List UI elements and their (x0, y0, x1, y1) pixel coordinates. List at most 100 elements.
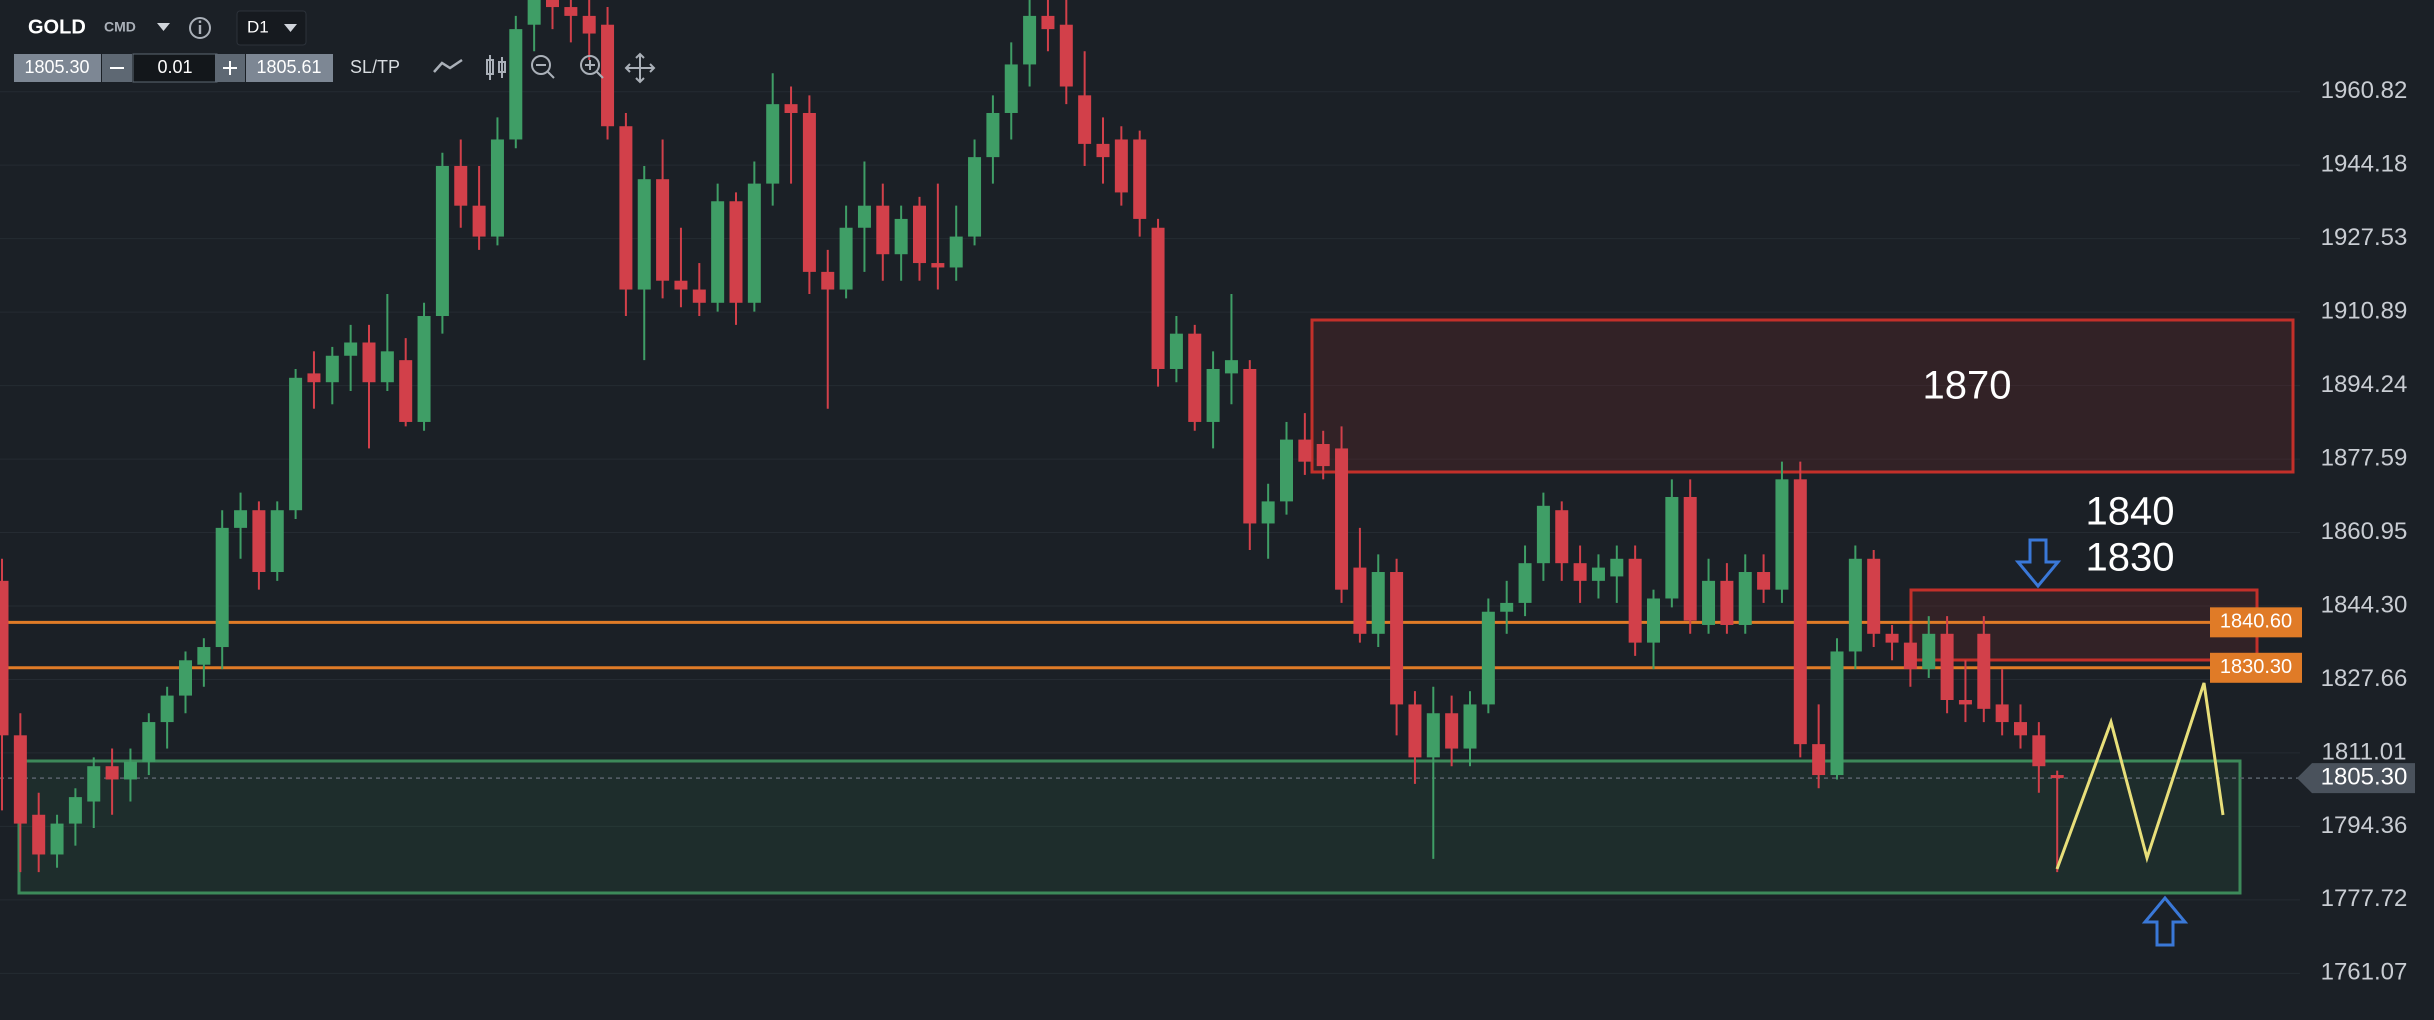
candle-body (1977, 633, 1991, 709)
timeframe: D1 (247, 17, 269, 36)
candle-body (123, 761, 137, 780)
y-tick-label: 1894.24 (2321, 371, 2408, 398)
candle-body (1408, 704, 1422, 758)
candle-body (1298, 439, 1312, 462)
candle-body (1830, 651, 1844, 776)
minus-icon (110, 67, 124, 69)
symbol: GOLD (28, 16, 86, 38)
y-tick-label: 1811.01 (2322, 738, 2407, 765)
candle-body (454, 165, 468, 206)
candle-body (289, 377, 303, 511)
candle-body (1243, 368, 1257, 524)
bid-box[interactable] (14, 54, 101, 82)
candle-body (1114, 139, 1128, 193)
ask-box[interactable] (246, 54, 333, 82)
candle-body (270, 510, 284, 573)
line-tool-icon[interactable] (433, 58, 463, 73)
candle-body (1353, 567, 1367, 634)
candle-body (1280, 439, 1293, 502)
timeframe-select[interactable] (236, 10, 307, 46)
candle-body (1555, 510, 1569, 564)
candle-body (601, 24, 615, 127)
candle-body (179, 660, 192, 696)
grid (0, 91, 2300, 974)
y-tick-label: 1844.30 (2321, 591, 2408, 618)
candle-body (1903, 642, 1917, 670)
dropdown-icon[interactable] (284, 24, 297, 32)
candle-body (1940, 633, 1954, 701)
candle-body (1665, 496, 1679, 599)
y-tick-label: 1860.95 (2321, 518, 2408, 545)
candle-tool-icon[interactable] (486, 55, 506, 80)
bid-price: 1805.30 (24, 57, 89, 77)
lot-size: 0.01 (157, 57, 192, 77)
info-icon[interactable] (189, 17, 211, 39)
candle-body (435, 165, 449, 317)
y-tick-label: 1761.07 (2321, 959, 2408, 986)
candle-body (490, 139, 504, 237)
candles (0, 0, 2064, 873)
candle-body (1004, 64, 1018, 113)
up-arrow (2141, 895, 2189, 947)
y-tick-label: 1827.66 (2321, 665, 2408, 692)
candle-body (1133, 139, 1147, 219)
candle-body (839, 227, 853, 290)
candle-body (802, 112, 816, 272)
info-icon-dot (198, 20, 202, 23)
candle-body (1702, 580, 1716, 625)
candle-body (913, 205, 926, 264)
sl-tp-button[interactable]: SL/TP (350, 57, 400, 77)
candle-body (399, 360, 413, 422)
candle-body (252, 510, 266, 573)
down-arrow (2014, 538, 2062, 589)
candle-body (1610, 558, 1624, 577)
candle-body (32, 814, 46, 855)
candle-body (656, 179, 670, 281)
candle-body (1591, 567, 1605, 581)
price-line-label: 1830.30 (2220, 656, 2292, 678)
candle-body (307, 373, 321, 383)
candle-body (1683, 496, 1697, 621)
candle-body (1757, 572, 1771, 590)
candle-body (1463, 704, 1477, 749)
candle-body (1206, 368, 1220, 422)
candle-body (1371, 572, 1385, 634)
candle-body (1518, 563, 1532, 603)
candle-body (1481, 611, 1495, 705)
candle-body (821, 271, 835, 290)
candle-body (1445, 713, 1459, 749)
candle-body (968, 157, 982, 237)
zoom-in-icon[interactable] (580, 55, 604, 79)
y-tick-label: 1794.36 (2321, 812, 2408, 839)
candle-body (1812, 744, 1826, 776)
candle-body (1793, 479, 1807, 745)
current-price-label: 1805.30 (2321, 763, 2408, 790)
candle-body (931, 263, 945, 268)
candle-body (674, 280, 688, 290)
candle-body (344, 342, 358, 356)
candle-body (1023, 15, 1037, 65)
candle-body (564, 7, 578, 16)
dropdown-icon[interactable] (157, 23, 170, 31)
candle-body (0, 580, 9, 736)
candle-body (197, 647, 211, 665)
candle-body (784, 104, 798, 113)
candle-body (1096, 143, 1110, 158)
y-tick-label: 1777.72 (2321, 885, 2408, 912)
pan-icon[interactable] (624, 52, 656, 84)
candle-body (234, 510, 248, 528)
candle-body (1500, 602, 1514, 612)
candle-body (1647, 598, 1660, 643)
y-tick-label: 1960.82 (2321, 77, 2408, 104)
candle-body (527, 0, 541, 25)
candle-body (1188, 333, 1202, 422)
candle-body (1536, 505, 1550, 564)
zoom-out-icon[interactable] (531, 55, 555, 79)
toolbar: GOLD CMD D1 1805.30 0.01 1805.61 SL/TP (14, 10, 656, 84)
candle-body (1390, 572, 1404, 705)
candle-body (68, 797, 82, 824)
candle-body (1041, 15, 1055, 30)
candle-body (1151, 227, 1165, 369)
